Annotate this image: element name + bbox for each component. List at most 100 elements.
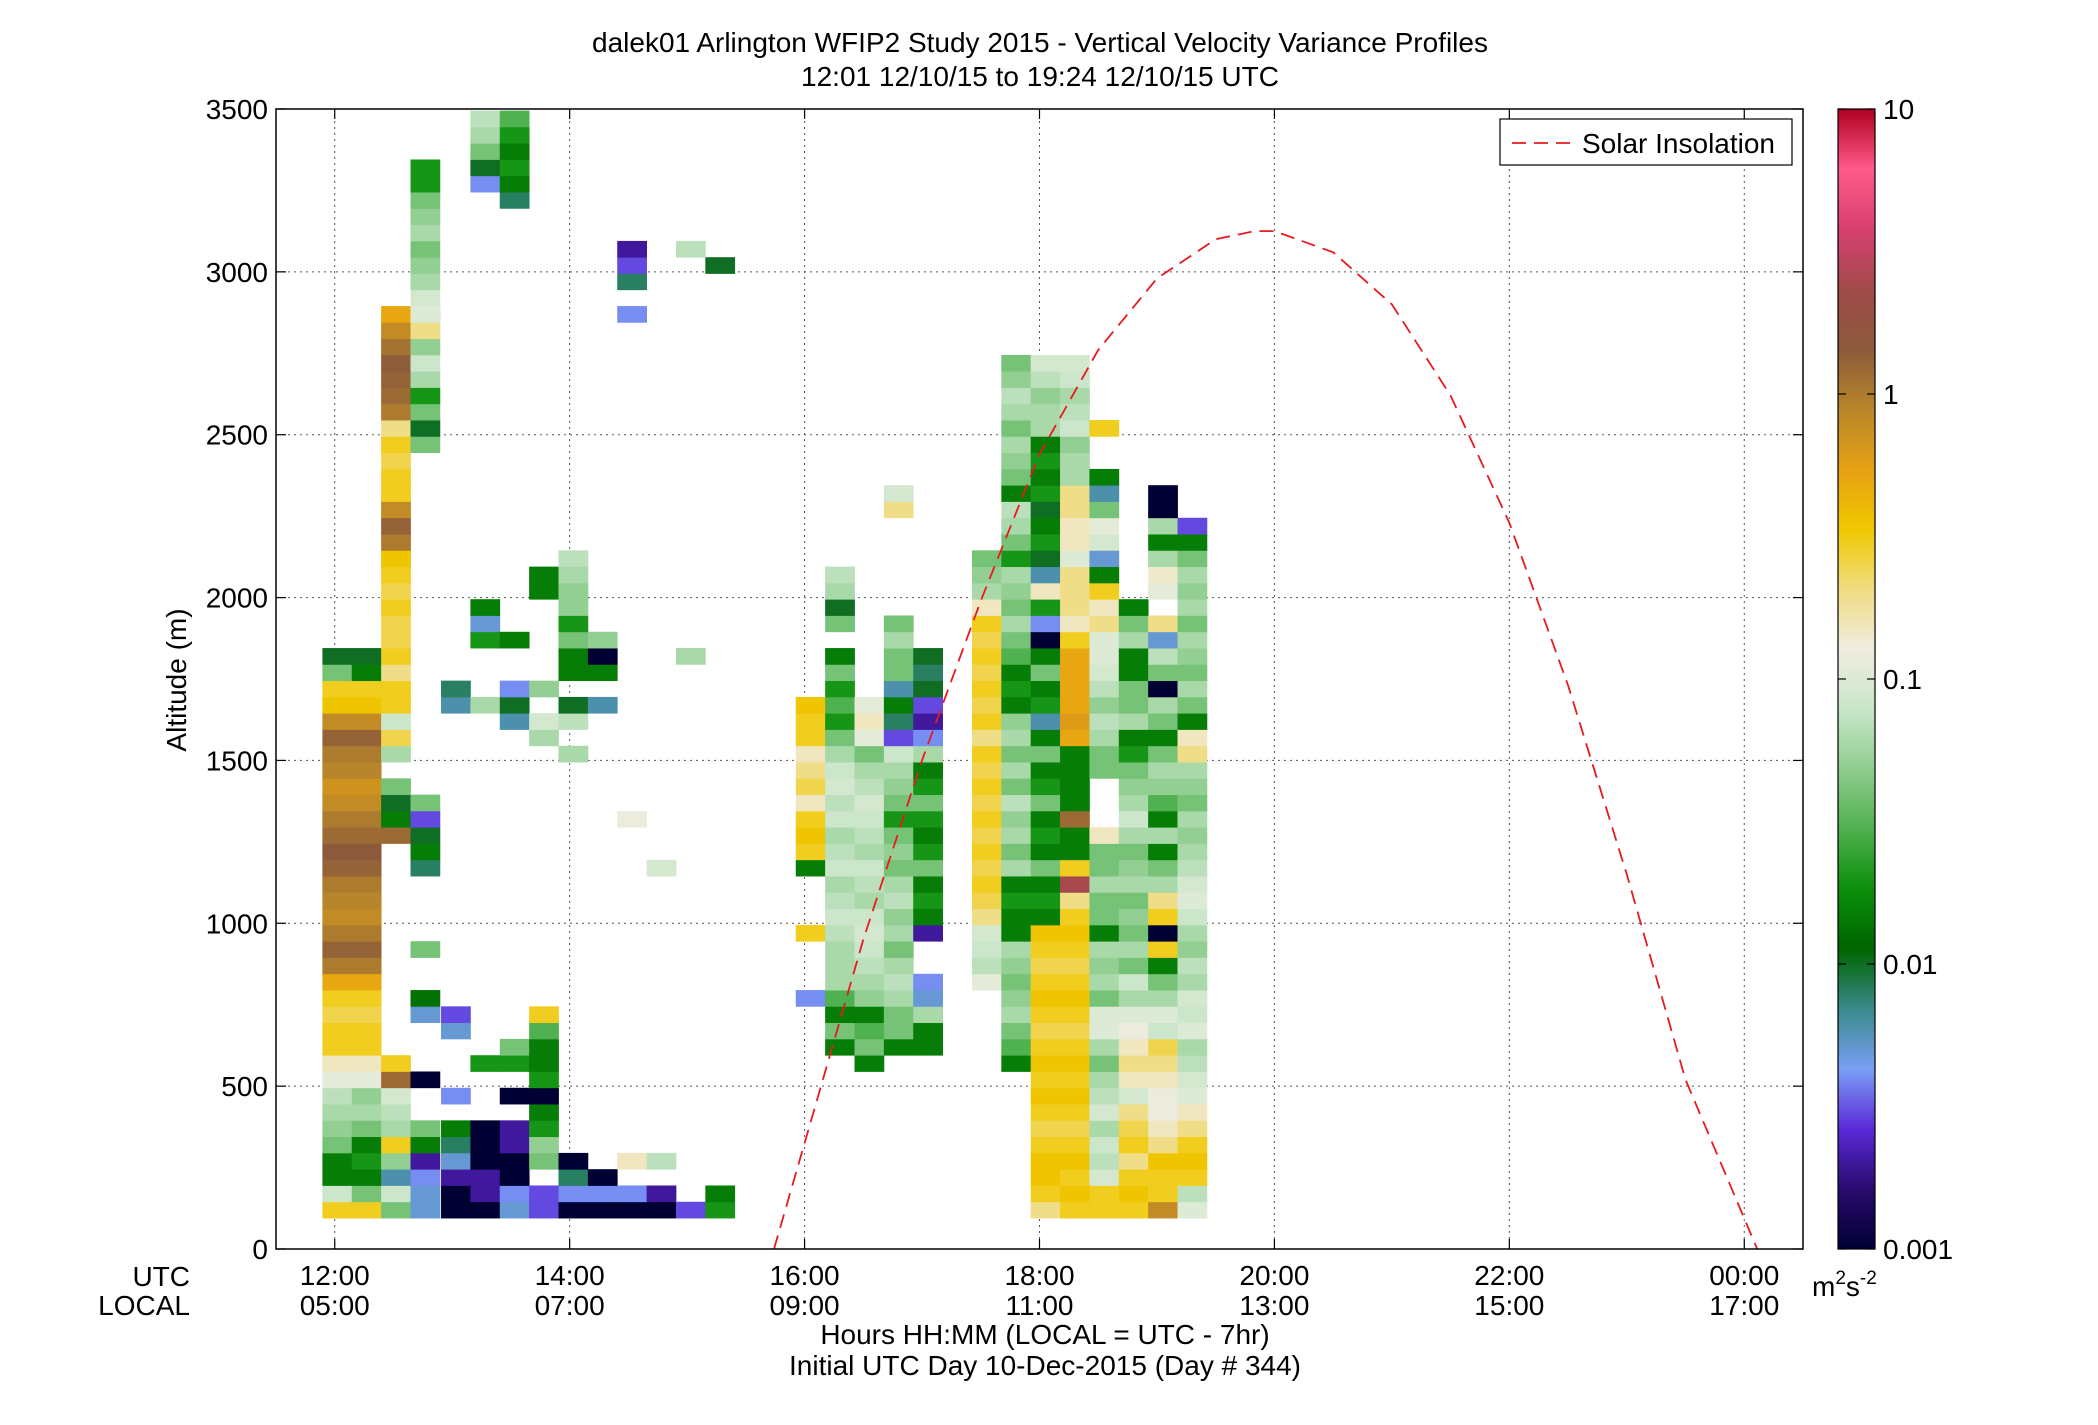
heatmap-cell xyxy=(1177,827,1208,844)
heatmap-cell xyxy=(470,1055,501,1072)
heatmap-cell xyxy=(529,1038,559,1056)
heatmap-cell xyxy=(499,1201,530,1219)
heatmap-cell xyxy=(1001,534,1032,551)
heatmap-cell xyxy=(1089,648,1120,665)
heatmap-cell xyxy=(558,648,589,665)
heatmap-cell xyxy=(1030,501,1061,519)
heatmap-cell xyxy=(1089,420,1120,437)
heatmap-cell xyxy=(1001,1055,1032,1072)
heatmap-cell xyxy=(1148,1087,1178,1105)
heatmap-cell xyxy=(675,240,706,258)
heatmap-cell xyxy=(705,1185,736,1203)
heatmap-cell xyxy=(1030,990,1061,1007)
heatmap-cell xyxy=(1030,534,1061,551)
heatmap-cell xyxy=(825,1038,855,1056)
heatmap-cell xyxy=(971,876,1002,893)
heatmap-cell xyxy=(825,680,855,698)
heatmap-cell xyxy=(1118,648,1149,665)
heatmap-cell xyxy=(381,745,411,763)
heatmap-cell xyxy=(1148,550,1178,568)
heatmap-cell xyxy=(1148,957,1178,975)
heatmap-cell xyxy=(883,843,914,861)
heatmap-cell xyxy=(1118,1201,1149,1219)
heatmap-cell xyxy=(410,354,441,372)
heatmap-cell xyxy=(558,713,589,730)
heatmap-cell xyxy=(410,175,441,193)
heatmap-cell xyxy=(470,1152,501,1170)
heatmap-cell xyxy=(441,1022,471,1040)
heatmap-cell xyxy=(883,745,914,763)
heatmap-cell xyxy=(1177,517,1208,535)
heatmap-cell xyxy=(1148,810,1178,828)
heatmap-cell xyxy=(381,354,411,372)
heatmap-cell xyxy=(587,631,618,649)
heatmap-cell xyxy=(617,273,647,291)
heatmap-cell xyxy=(1060,990,1090,1007)
heatmap-cell xyxy=(1148,1120,1178,1138)
heatmap-cell xyxy=(795,713,826,730)
heatmap-cell xyxy=(381,680,411,698)
heatmap-cell xyxy=(883,827,914,844)
heatmap-cell xyxy=(825,924,855,942)
local-row-label: LOCAL xyxy=(98,1290,190,1321)
heatmap-cell xyxy=(1177,1071,1208,1089)
heatmap-cell xyxy=(1001,648,1032,665)
heatmap-cell xyxy=(913,810,943,828)
heatmap-cell xyxy=(913,713,943,730)
heatmap-cell xyxy=(795,745,826,763)
chart-title: dalek01 Arlington WFIP2 Study 2015 - Ver… xyxy=(592,27,1488,58)
colorbar-ticks: 0.001 0.01 0.1 1 10 xyxy=(1838,94,1953,1265)
heatmap-cell xyxy=(1060,762,1090,779)
heatmap-cell xyxy=(381,631,411,649)
heatmap-cell xyxy=(646,859,677,877)
heatmap-cell xyxy=(825,859,855,877)
heatmap-cell xyxy=(913,892,943,910)
heatmap-cell xyxy=(795,810,826,828)
heatmap-cell xyxy=(1030,778,1061,796)
heatmap-cell xyxy=(1030,1006,1061,1024)
heatmap-cell xyxy=(825,810,855,828)
heatmap-cell xyxy=(1118,794,1149,812)
heatmap-cell xyxy=(558,599,589,616)
heatmap-cell xyxy=(441,1185,471,1203)
heatmap-cell xyxy=(1089,1071,1120,1089)
heatmap-cell xyxy=(971,843,1002,861)
heatmap-cell xyxy=(1118,1136,1149,1154)
heatmap-cell xyxy=(1030,794,1061,812)
heatmap-cell xyxy=(529,566,559,584)
heatmap-cell xyxy=(1060,371,1090,388)
heatmap-cell xyxy=(1177,1022,1208,1040)
heatmap-cell xyxy=(1089,468,1120,486)
heatmap-cell xyxy=(1148,778,1178,796)
heatmap-cell xyxy=(322,990,353,1007)
heatmap-cell xyxy=(1177,778,1208,796)
heatmap-cell xyxy=(1118,859,1149,877)
heatmap-cell xyxy=(381,534,411,551)
heatmap-cell xyxy=(322,794,353,812)
heatmap-cell xyxy=(971,696,1002,714)
heatmap-cell xyxy=(470,615,501,633)
heatmap-cell xyxy=(1030,908,1061,926)
heatmap-cell xyxy=(883,762,914,779)
heatmap-cell xyxy=(1089,908,1120,926)
heatmap-cell xyxy=(1089,696,1120,714)
heatmap-cell xyxy=(1148,485,1178,502)
heatmap-cell xyxy=(470,1169,501,1186)
heatmap-cell xyxy=(1060,908,1090,926)
heatmap-cell xyxy=(470,1201,501,1219)
y-tick-label: 500 xyxy=(221,1071,268,1102)
heatmap-cell xyxy=(410,420,441,437)
heatmap-cell xyxy=(441,1087,471,1105)
heatmap-cell xyxy=(854,827,885,844)
heatmap-cell xyxy=(825,957,855,975)
heatmap-cell xyxy=(1001,680,1032,698)
heatmap-cell xyxy=(410,257,441,274)
heatmap-cell xyxy=(825,582,855,600)
heatmap-cell xyxy=(913,1022,943,1040)
heatmap-cell xyxy=(410,1169,441,1186)
heatmap-cell xyxy=(529,1152,559,1170)
heatmap-cell xyxy=(322,892,353,910)
heatmap-cell xyxy=(883,1006,914,1024)
heatmap-cell xyxy=(381,827,411,844)
